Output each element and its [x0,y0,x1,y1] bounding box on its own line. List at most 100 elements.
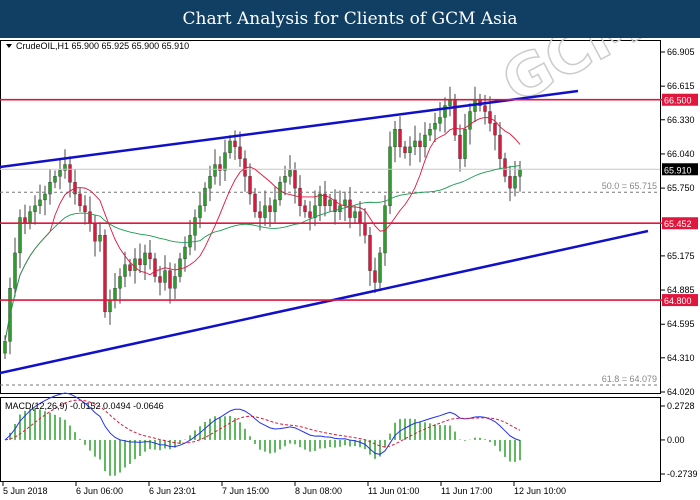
candle-body [403,146,407,153]
x-tick-label: 7 Jun 15:00 [222,486,269,496]
y-tick-label: 64.595 [667,319,695,329]
x-tick-label: 5 Jun 2018 [3,486,48,496]
candle-body [138,258,142,265]
candle-body [68,164,72,183]
candle-body [368,235,372,271]
x-tick-label: 11 Jun 01:00 [368,486,419,496]
candle-body [428,128,432,136]
candle-body [293,170,297,189]
candle-body [113,288,117,301]
ma-slow-line [4,165,521,342]
candle-body [498,134,502,159]
x-tick-label: 11 Jun 17:00 [441,486,492,496]
candle-body [58,170,62,177]
candle-body [358,211,362,224]
candle-body [83,205,87,212]
y-tick-label: 66.040 [667,149,695,159]
candle-body [443,105,447,118]
level-tag [662,93,698,106]
candle-body [513,176,517,189]
candle-body [3,341,7,354]
candle-body [438,117,442,124]
candle-body [363,223,367,236]
collapse-triangle-icon[interactable] [6,44,12,48]
candle-body [43,193,47,201]
candle-body [218,164,222,171]
candle-body [98,235,102,242]
macd-pane-border [0,397,661,482]
candle-body [133,258,137,271]
candle-body [38,199,42,206]
candle-body [458,134,462,159]
price-pane-border [0,40,661,394]
macd-line [4,392,521,455]
candle-body [143,252,147,265]
macd-tick-label: 0.00 [667,435,685,445]
x-tick-label: 12 Jun 10:00 [514,486,566,496]
channel-lower-line [0,229,649,375]
x-tick-label: 6 Jun 06:00 [76,486,123,496]
candle-body [238,146,242,159]
candle-body [328,199,332,206]
candle-body [423,134,427,148]
candle-body [108,299,112,313]
candle-body [93,223,97,242]
y-tick-label: 64.310 [667,353,695,363]
level-tag [662,294,698,307]
level-label: 64.800 [664,296,692,306]
ma-fast-line [4,116,521,342]
candle-body [273,199,277,212]
candle-body [203,187,207,206]
level-tag [662,217,698,230]
candle-body [48,182,52,195]
candle-body [493,123,497,136]
candle-body [508,176,512,189]
candle-body [353,211,357,218]
candle-body [128,264,132,271]
candle-body [308,211,312,218]
candle-body [118,276,122,289]
candle-body [123,264,127,277]
candle-body [283,176,287,183]
macd-signal-line [4,399,521,448]
candle-body [483,105,487,112]
candle-body [433,123,437,130]
candle-body [213,164,217,177]
current-price-tag [662,163,698,176]
candle-body [393,128,397,148]
candle-body [198,205,202,218]
candle-body [183,246,187,260]
candle-body [413,140,417,148]
candle-body [453,99,457,136]
candle-body [348,199,352,218]
y-tick-label: 66.615 [667,81,695,91]
candle-body [373,270,377,283]
candle-body [228,140,232,153]
candle-body [323,193,327,206]
candle-body [488,111,492,124]
candle-body [268,205,272,212]
y-tick-label: 66.330 [667,115,695,125]
candle-body [33,205,37,212]
y-tick-label: 65.175 [667,251,695,261]
channel-upper-line [0,89,579,169]
symbol-header: CrudeOIL,H1 65.900 65.925 65.900 65.910 [16,41,189,51]
macd-header: MACD(12,26,9) -0.0152 0.0494 -0.0646 [5,401,164,411]
candle-body [248,176,252,195]
candle-body [148,252,152,260]
candle-body [103,235,107,313]
candle-body [463,128,467,159]
level-label: 65.452 [664,219,692,229]
candle-body [388,146,392,206]
candle-body [13,252,17,289]
candle-body [408,146,412,153]
candle-body [468,111,472,130]
y-tick-label: 64.885 [667,285,695,295]
candle-body [28,211,32,224]
candle-body [253,193,257,212]
candle-body [208,176,212,189]
candle-body [193,217,197,236]
y-tick-label: 65.750 [667,183,695,193]
y-tick-label: 64.020 [667,387,695,397]
candle-body [158,276,162,283]
